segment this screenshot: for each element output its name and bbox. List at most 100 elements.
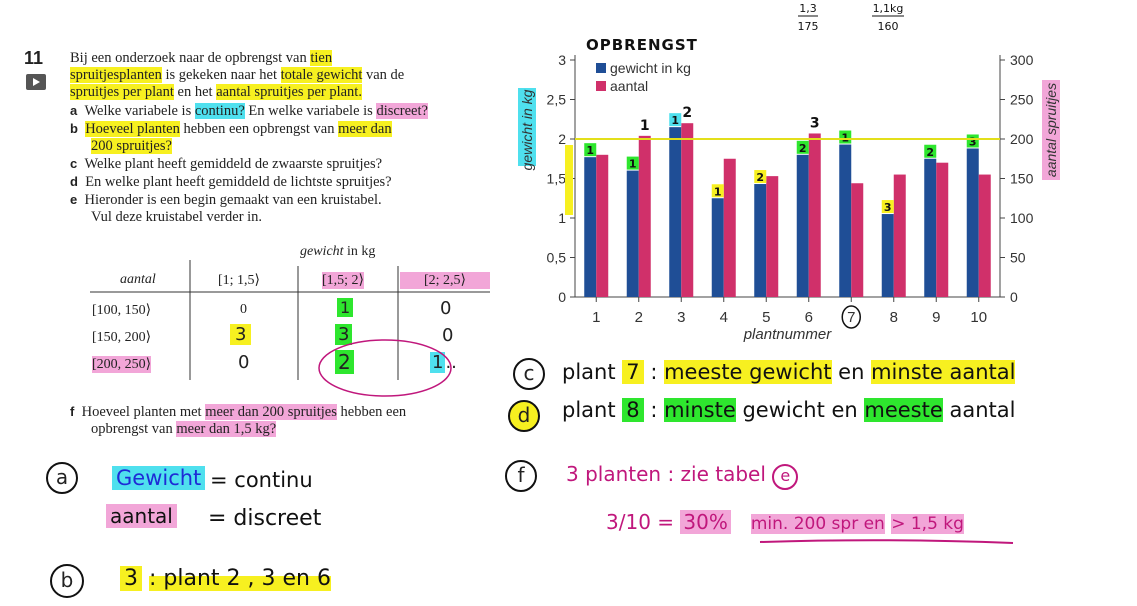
- play-video-icon[interactable]: [26, 74, 46, 90]
- answer-f-percentage: 30%: [680, 510, 731, 534]
- item-letter: f: [70, 404, 75, 419]
- x-tick-label: 5: [762, 309, 770, 326]
- answer-text: plant: [562, 398, 623, 422]
- bar-mark: 3: [884, 201, 892, 214]
- item-text: En welke variabele is: [244, 103, 377, 119]
- answer-f-min: min. 200 spr en: [750, 514, 885, 534]
- answer-c-label: c: [523, 361, 535, 385]
- highlight-meer-dan-1-5kg: meer dan 1,5 kg?: [176, 421, 277, 437]
- item-text: Hieronder is een begin gemaakt van een k…: [84, 192, 382, 208]
- answer-f-e-circle: e: [772, 464, 799, 490]
- answer-c-meeste-gewicht: meeste gewicht: [664, 360, 832, 384]
- left-tick-label: 0: [558, 289, 566, 305]
- ylabel-left-bar: [565, 145, 573, 215]
- crosstab-lines: [90, 260, 490, 380]
- answer-b-count: 3: [120, 566, 142, 591]
- item-letter: c: [70, 156, 78, 171]
- answer-d-meeste: meeste: [864, 398, 943, 422]
- x-tick-label: 4: [720, 309, 728, 326]
- x-tick-label: 8: [890, 309, 898, 326]
- x-tick-label: 2: [635, 309, 643, 326]
- highlight-spruitjes-per-plant: spruitjes per plant: [70, 84, 174, 100]
- legend-label-aantal: aantal: [610, 78, 648, 94]
- intro-text: is gekeken naar het: [161, 67, 281, 83]
- item-letter: a: [70, 103, 78, 118]
- ylabel-left-highlight: [518, 88, 536, 166]
- x-axis-label: plantnummer: [743, 326, 833, 343]
- bar-aantal: [978, 174, 991, 297]
- question-items: a Welke variabele is continu? En welke v…: [70, 102, 500, 226]
- item-letter: b: [70, 121, 78, 136]
- x-tick-label: 9: [932, 309, 940, 326]
- answer-b-plants: : plant 2 , 3 en 6: [149, 566, 331, 591]
- answer-c-circle: c: [513, 358, 545, 390]
- intro-text: Bij een onderzoek naar de opbrengst van: [70, 50, 311, 66]
- x-tick-label: 1: [592, 309, 600, 326]
- answer-d-text: plant 8 : minste gewicht en meeste aanta…: [562, 398, 1015, 422]
- item-text: Welke variabele is: [84, 103, 195, 119]
- crosstab-row-label: [100, 150⟩: [92, 303, 152, 318]
- answer-f-text: 3 planten : zie tabel e: [566, 462, 799, 490]
- highlight-meer-dan-200: meer dan 200 spruitjes: [205, 404, 337, 420]
- highlight-totale-gewicht: totale gewicht: [280, 67, 363, 83]
- answer-a-gewicht: Gewicht: [112, 466, 206, 490]
- fraction-1-den: 175: [798, 20, 819, 33]
- answer-f-circle: f: [505, 460, 537, 492]
- bar-aantal: [808, 133, 821, 297]
- aantal-mark: 3: [810, 115, 820, 131]
- right-tick-label: 100: [1010, 210, 1034, 226]
- crosstab-cell: 0: [240, 302, 247, 317]
- crosstab-cell: 0: [440, 298, 452, 319]
- answer-f-fraction: 3/10 =: [606, 510, 681, 534]
- right-tick-label: 300: [1010, 52, 1034, 68]
- answer-a-aantal-value: = discreet: [208, 506, 322, 531]
- right-tick-label: 50: [1010, 250, 1026, 266]
- crosstab-cell-value: 1: [430, 352, 446, 373]
- item-text: En welke plant heeft gemiddeld de lichts…: [85, 174, 392, 190]
- bar-mark-bg: [881, 200, 894, 214]
- bar-mark: 1: [629, 158, 637, 171]
- answer-c-text: plant 7 : meeste gewicht en minste aanta…: [562, 360, 1016, 384]
- bar-gewicht: [711, 198, 724, 297]
- bar-gewicht: [796, 154, 809, 297]
- crosstab-unit: in kg: [343, 244, 376, 259]
- item-e: e Hieronder is een begin gemaakt van een…: [70, 191, 500, 209]
- question-intro: Bij een onderzoek naar de opbrengst van …: [70, 50, 490, 101]
- answer-a-gewicht-value: = continu: [210, 468, 313, 492]
- answer-f-kg: > 1,5 kg: [891, 514, 964, 534]
- ylabel-right-highlight: [1042, 80, 1060, 180]
- highlight-200-spruitjes: 200 spruitjes?: [91, 138, 172, 154]
- right-tick-label: 200: [1010, 131, 1034, 147]
- bar-gewicht: [626, 170, 639, 297]
- right-tick-label: 150: [1010, 171, 1034, 187]
- bar-gewicht: [754, 184, 767, 297]
- crosstab-circle: [318, 339, 452, 397]
- item-letter: d: [70, 174, 78, 189]
- answer-a-aantal: aantal: [106, 504, 177, 528]
- answer-text: :: [643, 360, 665, 384]
- item-a: a Welke variabele is continu? En welke v…: [70, 102, 500, 120]
- legend-swatch-aantal: [596, 81, 606, 91]
- bar-mark: 1: [586, 144, 594, 157]
- crosstab-col-3: [2; 2,5⟩: [400, 272, 490, 289]
- item-text: hebben een opbrengst van: [179, 121, 339, 137]
- bar-aantal: [936, 162, 949, 297]
- bar-gewicht: [966, 148, 979, 297]
- item-b: b Hoeveel planten hebben een opbrengst v…: [70, 120, 500, 138]
- chart-title: OPBRENGST: [586, 36, 698, 54]
- item-c: c Welke plant heeft gemiddeld de zwaarst…: [70, 155, 500, 173]
- crosstab-col-1: [1; 1,5⟩: [218, 273, 261, 288]
- bar-aantal: [723, 158, 736, 297]
- fraction-2-den: 160: [878, 20, 899, 33]
- bar-aantal: [638, 135, 651, 297]
- item-text: Welke plant heeft gemiddeld de zwaarste …: [84, 156, 383, 172]
- bar-mark: 1: [714, 185, 722, 198]
- bar-gewicht: [881, 214, 894, 297]
- highlight-continu: continu?: [194, 103, 245, 119]
- left-tick-label: 2: [558, 131, 566, 147]
- legend-label-gewicht: gewicht in kg: [610, 60, 691, 76]
- answer-c-plant: 7: [622, 360, 644, 384]
- right-tick-label: 0: [1010, 289, 1018, 305]
- left-tick-label: 3: [558, 52, 566, 68]
- x-tick-label: 10: [970, 309, 987, 326]
